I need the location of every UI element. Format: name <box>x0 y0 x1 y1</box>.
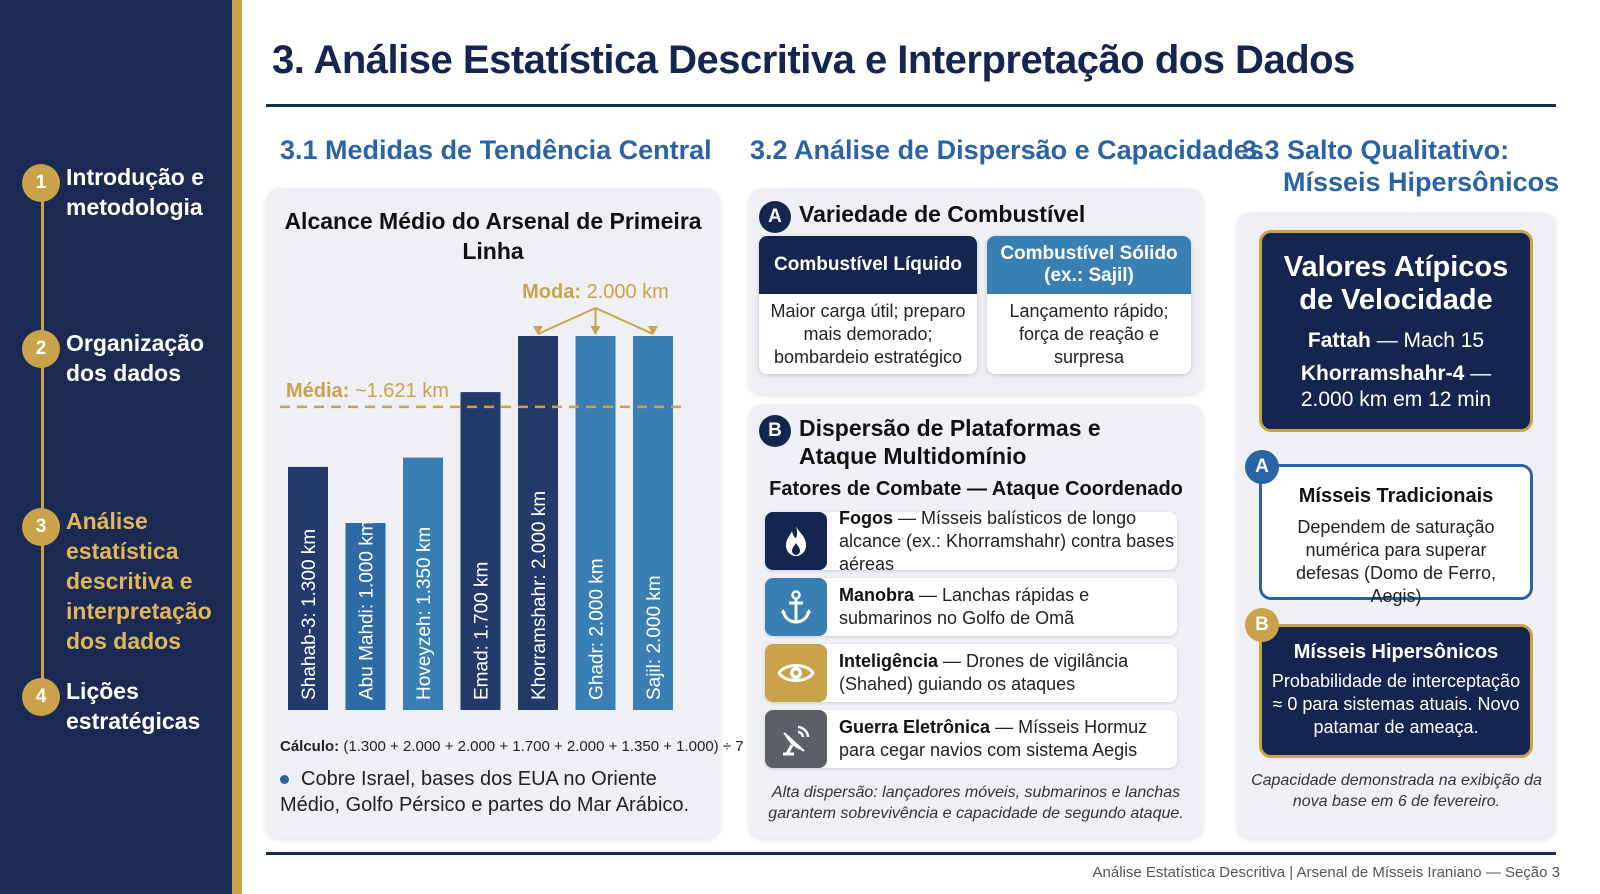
step-label: Análise estatística descritiva e interpr… <box>66 508 212 654</box>
solid-fuel-box: Combustível Sólido (ex.: Sajil) Lançamen… <box>987 236 1191 374</box>
liquid-fuel-head: Combustível Líquido <box>759 236 977 294</box>
sidebar-step-1[interactable]: 1 Introdução e metodologia <box>22 162 216 222</box>
hypersonic-body: Probabilidade de interceptação ≈ 0 para … <box>1271 671 1521 737</box>
khorramshahr-line: Khorramshahr-4 —2.000 km em 12 min <box>1300 362 1492 411</box>
factor-manobra: Manobra — Lanchas rápidas e submarinos n… <box>765 578 1177 636</box>
bar-label: Hoveyzeh: 1.350 km <box>414 527 435 700</box>
step-number: 1 <box>22 164 60 202</box>
chart-title: Alcance Médio do Arsenal de Primeira Lin… <box>284 208 702 264</box>
flame-icon <box>765 512 827 570</box>
hypersonic-missiles-box: Mísseis Hipersônicos Probabilidade de in… <box>1259 624 1533 758</box>
badge-hypersonic: B <box>1245 608 1279 642</box>
bar-label: Emad: 1.700 km <box>472 562 493 700</box>
combat-factors-subtitle: Fatores de Combate — Ataque Coordenado <box>769 478 1183 500</box>
atypical-values-box: Valores Atípicos de Velocidade Fattah — … <box>1259 230 1533 432</box>
mode-arrowhead <box>590 326 601 335</box>
badge-b: B <box>759 415 791 447</box>
sidebar-step-2[interactable]: 2 Organização dos dados <box>22 328 216 388</box>
mode-label: Moda: 2.000 km <box>522 281 669 303</box>
bar-khorramshahr <box>518 336 558 710</box>
fattah-line: Fattah — Mach 15 <box>1307 329 1485 352</box>
bar-hoveyzeh <box>403 457 443 710</box>
eye-icon <box>765 644 827 702</box>
bar-chart: Shahab-3: 1.300 km Abu Mahdi: 1.000 km Hov… <box>280 281 686 710</box>
factor-text: Fogos — Mísseis balísticos de longo alca… <box>839 507 1175 574</box>
bar-label: Sajil: 2.000 km <box>644 575 665 700</box>
bar-abu-mahdi <box>345 523 386 710</box>
dispersion-header: B Dispersão de Plataformas e Ataque Mult… <box>759 414 1169 470</box>
page-title: 3. Análise Estatística Descritiva e Inte… <box>272 38 1355 82</box>
dispersion-note: Alta dispersão: lançadores móveis, subma… <box>768 784 1184 822</box>
timeline-line <box>41 186 44 706</box>
traditional-title: Mísseis Tradicionais <box>1298 485 1494 507</box>
calc-label: Cálculo: <box>280 738 340 755</box>
anchor-icon <box>765 578 827 636</box>
mean-label: Média: ~1.621 km <box>286 380 449 402</box>
bar-ghadr <box>575 336 616 710</box>
bar-label: Shahab-3: 1.300 km <box>299 529 320 700</box>
atypical-title: Valores Atípicos de Velocidade <box>1283 251 1509 316</box>
liquid-fuel-body: Maior carga útil; preparo mais demorado;… <box>770 301 966 367</box>
factor-text: Manobra — Lanchas rápidas e submarinos n… <box>839 585 1090 628</box>
factor-fogos: Fogos — Mísseis balísticos de longo alca… <box>765 508 1177 574</box>
coverage-text: Cobre Israel, bases dos EUA no Oriente M… <box>280 768 690 816</box>
factor-text: Guerra Eletrônica — Mísseis Hormuz para … <box>839 717 1148 760</box>
factor-guerra-eletronica: Guerra Eletrônica — Mísseis Hormuz para … <box>765 710 1177 768</box>
satellite-dish-icon <box>765 710 827 768</box>
section-2-title: 3.2 Análise de Dispersão e Capacidades <box>750 135 1264 165</box>
bar-label: Abu Mahdi: 1.000 km <box>357 520 378 700</box>
dispersion-card: B Dispersão de Plataformas e Ataque Mult… <box>749 404 1203 838</box>
calculation-line: Cálculo: (1.300 + 2.000 + 2.000 + 1.700 … <box>280 738 744 755</box>
sidebar-step-4[interactable]: 4 Lições estratégicas <box>22 676 216 736</box>
section-3-title-line2: Mísseis Hipersônicos <box>1283 167 1560 197</box>
sidebar <box>0 0 232 894</box>
footer-divider <box>266 852 1556 855</box>
sidebar-step-3[interactable]: 3 Análise estatística descritiva e inter… <box>22 506 216 656</box>
mode-arrow <box>595 307 654 335</box>
badge-a: A <box>759 201 791 233</box>
dispersion-title: Dispersão de Plataformas e Ataque Multid… <box>799 415 1101 469</box>
step-label: Organização dos dados <box>66 330 205 386</box>
step-number: 2 <box>22 330 60 368</box>
sidebar-border <box>232 0 242 894</box>
fuel-title: Variedade de Combustível <box>799 201 1086 227</box>
step-number: 4 <box>22 678 60 716</box>
factor-text: Inteligência — Drones de vigilância (Sha… <box>839 651 1129 694</box>
section-3-title-line1: 3.3 Salto Qualitativo: <box>1242 135 1510 165</box>
bar-sajil <box>633 336 673 710</box>
solid-fuel-head: Combustível Sólido (ex.: Sajil) <box>987 236 1191 294</box>
hypersonic-note: Capacidade demonstrada na exibição da no… <box>1251 772 1542 810</box>
traditional-missiles-box: Mísseis Tradicionais Dependem de saturaç… <box>1259 464 1533 606</box>
bar-label: Khorramshahr: 2.000 km <box>529 491 550 700</box>
bar-shahab-3 <box>288 466 328 710</box>
factor-inteligencia: Inteligência — Drones de vigilância (Sha… <box>765 644 1177 702</box>
bar-label: Ghadr: 2.000 km <box>587 558 608 700</box>
solid-fuel-body: Lançamento rápido; força de reação e sur… <box>1009 301 1169 367</box>
calc-expression: (1.300 + 2.000 + 2.000 + 1.700 + 2.000 +… <box>343 738 744 755</box>
mode-arrowhead <box>648 326 658 335</box>
fuel-header: A Variedade de Combustível <box>759 200 1085 233</box>
mode-arrow <box>537 307 596 335</box>
footer-text: Análise Estatística Descritiva | Arsenal… <box>1092 864 1560 881</box>
chart-card: Alcance Médio do Arsenal de Primeira Lin… <box>266 188 744 838</box>
step-label: Lições estratégicas <box>66 678 201 734</box>
step-number: 3 <box>22 508 60 546</box>
bar-emad <box>460 392 501 710</box>
section-1-title: 3.1 Medidas de Tendência Central <box>280 135 712 165</box>
bullet-dot <box>280 775 289 785</box>
badge-traditional: A <box>1245 450 1279 484</box>
coverage-bullet: Cobre Israel, bases dos EUA no Oriente M… <box>280 766 710 818</box>
hypersonic-title: Mísseis Hipersônicos <box>1293 641 1499 663</box>
title-divider <box>266 104 1556 107</box>
mode-arrowhead <box>533 326 543 335</box>
fuel-card: A Variedade de Combustível Combustível L… <box>749 188 1203 394</box>
step-label: Introdução e metodologia <box>66 164 205 220</box>
traditional-body: Dependem de saturação numérica para supe… <box>1295 517 1497 606</box>
hypersonic-card: Valores Atípicos de Velocidade Fattah — … <box>1237 212 1556 838</box>
liquid-fuel-box: Combustível Líquido Maior carga útil; pr… <box>759 236 977 374</box>
